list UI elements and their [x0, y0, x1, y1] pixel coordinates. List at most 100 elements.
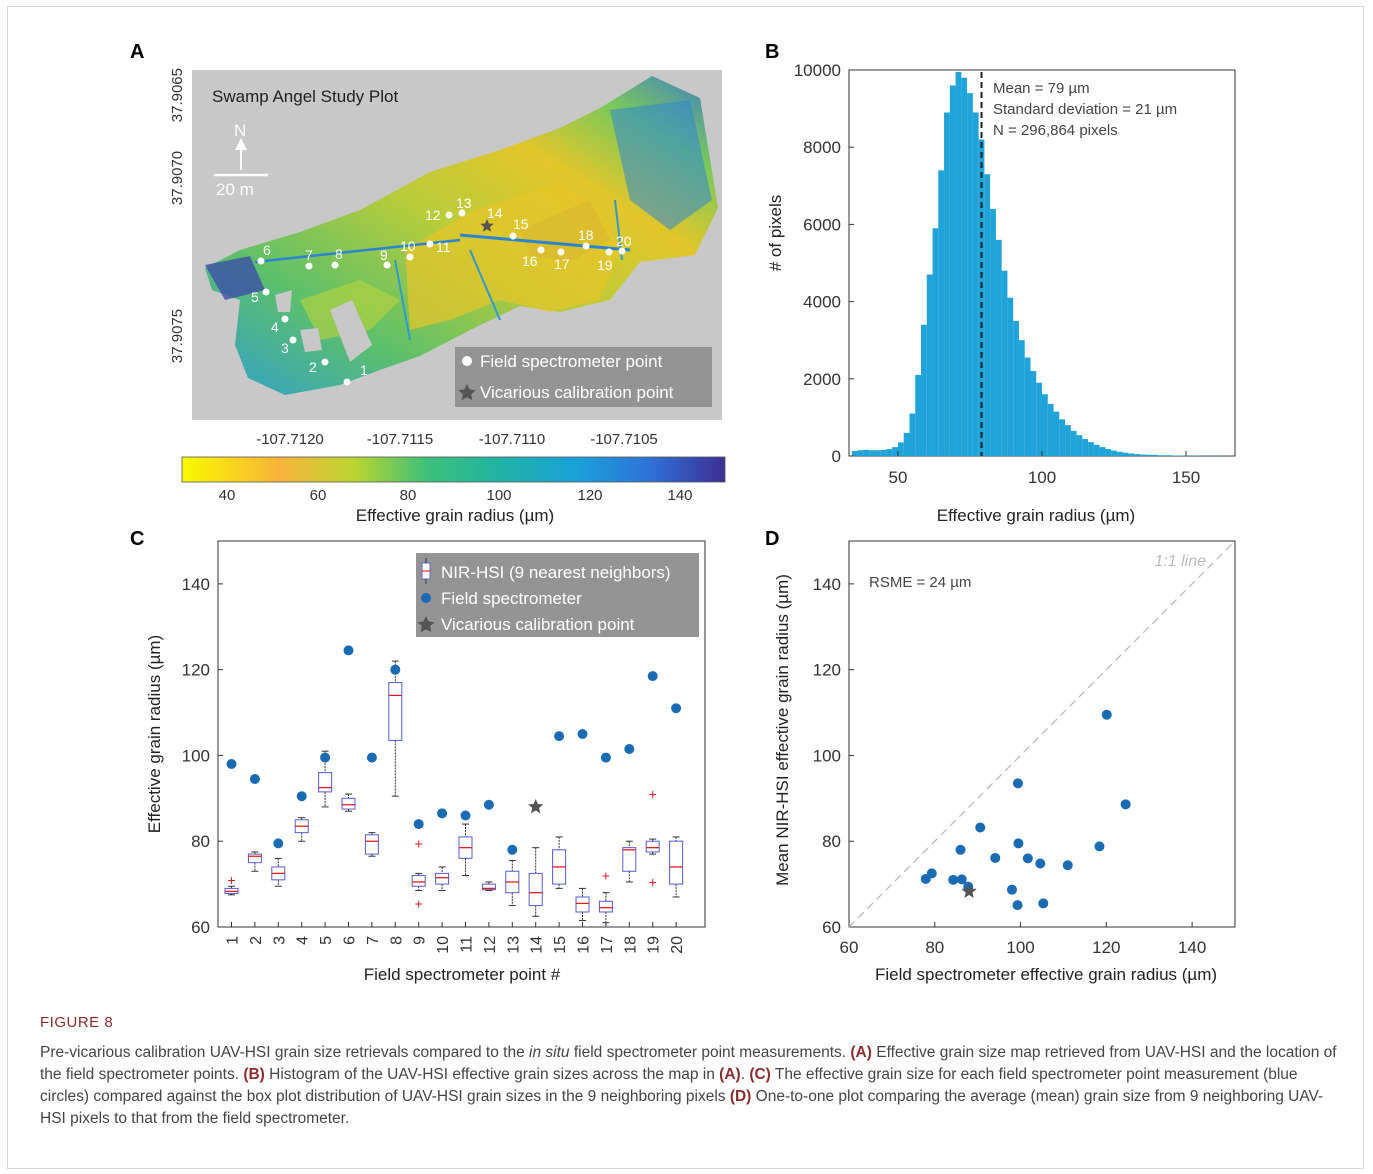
star-icon	[458, 384, 476, 401]
histogram-bar	[1157, 455, 1172, 456]
legend-field-label: Field spectrometer point	[480, 352, 663, 371]
field-dot	[226, 759, 237, 770]
histogram-bar	[1047, 403, 1054, 456]
scatter-point	[1062, 860, 1073, 871]
histogram-bar	[932, 228, 939, 456]
x-tick-label: 80	[925, 938, 944, 957]
y-tick-label: 6000	[803, 215, 841, 234]
box	[645, 840, 660, 853]
y-tick-label: 8000	[803, 138, 841, 157]
histogram-bar	[869, 450, 875, 456]
scatter-point	[1120, 799, 1131, 810]
map-title: Swamp Angel Study Plot	[212, 87, 398, 106]
x-tick-label: 1	[225, 936, 242, 945]
y-tick-label: 140	[813, 575, 841, 594]
x-tick-label: 2	[248, 936, 265, 945]
histogram-bar	[1093, 444, 1100, 456]
map-point-label: 10	[400, 238, 416, 254]
map-point	[582, 242, 590, 250]
histogram-bar	[1053, 411, 1060, 456]
caption-text: Pre-vicarious calibration UAV-HSI grain …	[40, 1044, 1337, 1127]
x-tick-label: 150	[1172, 468, 1200, 487]
histogram-bar	[984, 174, 991, 456]
map-point-label: 18	[578, 227, 594, 243]
histogram-bar	[1042, 394, 1048, 456]
map-y-ticks: 37.9065 37.9070 37.9075	[169, 68, 186, 363]
x-tick-label: 18	[622, 936, 639, 954]
panel-a-letter: A	[130, 41, 144, 63]
map-point-label: 9	[380, 247, 388, 263]
legend-vicarious-label: Vicarious calibration point	[441, 615, 635, 634]
boxplot-xlabel: Field spectrometer point #	[364, 965, 561, 984]
outlier-marker: +	[649, 874, 657, 890]
map-point-label: 11	[436, 239, 451, 255]
map-point-label: 16	[522, 253, 538, 269]
x-tick-label: 100	[1006, 938, 1034, 957]
x-tick-label: 19	[646, 936, 663, 954]
scatter-point	[1101, 709, 1112, 720]
histogram-bar	[1013, 320, 1019, 456]
map-point-label: 1	[360, 362, 368, 378]
histogram-bar	[1059, 419, 1066, 456]
scatter-point	[1012, 900, 1023, 911]
field-dot	[296, 791, 307, 802]
x-tick-label: 12	[482, 936, 499, 954]
legend-nirhsi-label: NIR-HSI (9 nearest neighbors)	[441, 563, 671, 582]
field-dot	[577, 729, 588, 739]
y-tick-label: 4000	[803, 293, 841, 312]
x-tick-label: 5	[318, 936, 335, 945]
x-tick-label: 10	[435, 936, 452, 954]
scatter-ylabel: Mean NIR-HSI effective grain radius (µm)	[773, 574, 792, 886]
scatter-xlabel: Field spectrometer effective grain radiu…	[875, 965, 1217, 984]
map-point	[445, 211, 453, 219]
histogram-bar	[886, 449, 893, 456]
map-point	[257, 257, 265, 265]
y-tick-label: 60	[822, 918, 841, 937]
one-to-one-label: 1:1 line	[1154, 553, 1206, 570]
histogram-bar	[926, 274, 933, 456]
histogram-bar	[961, 77, 968, 456]
colorbar-tick: 40	[219, 487, 236, 504]
y-tick-label: 10000	[794, 61, 841, 80]
stat-std: Standard deviation = 21 µm	[993, 101, 1177, 118]
y-tick-label: 60	[191, 918, 210, 937]
map-x-tick: -107.7120	[256, 431, 324, 448]
x-tick-label: 7	[365, 936, 382, 945]
figure-canvas: A Swamp Angel Study Plot N 20 m	[130, 41, 1236, 984]
x-tick-label: 60	[840, 938, 859, 957]
histogram-bar	[1139, 454, 1146, 456]
x-tick-label: 6	[342, 936, 359, 945]
map-point-label: 4	[271, 319, 279, 335]
scatter-point	[955, 844, 966, 855]
histogram-bar	[955, 71, 962, 457]
field-dot	[507, 844, 518, 855]
figure-frame	[7, 6, 1364, 1169]
field-dot	[249, 774, 260, 785]
map-point	[289, 336, 297, 344]
field-dot	[671, 703, 682, 714]
x-tick-label: 3	[271, 936, 288, 945]
map-x-tick: -107.7110	[479, 431, 545, 448]
map-point	[281, 315, 289, 323]
y-tick-label: 0	[832, 447, 841, 466]
field-dot	[273, 838, 284, 849]
field-dot	[320, 752, 331, 763]
field-dot	[600, 752, 611, 763]
star-icon	[417, 616, 435, 633]
field-dot	[343, 645, 354, 656]
field-dot	[483, 799, 494, 810]
histogram-bar	[938, 170, 945, 457]
histogram-bar	[995, 239, 1002, 456]
histogram-bar	[921, 324, 927, 456]
histogram-bar	[1111, 450, 1117, 456]
x-tick-label: 20	[669, 936, 686, 954]
scale-label: 20 m	[216, 180, 254, 199]
map-point-label: 5	[251, 289, 259, 305]
histogram-bar	[990, 208, 996, 456]
box	[318, 772, 333, 793]
histogram-bar	[1030, 371, 1037, 456]
x-tick-label: 17	[599, 936, 616, 954]
x-tick-label: 120	[1092, 938, 1120, 957]
